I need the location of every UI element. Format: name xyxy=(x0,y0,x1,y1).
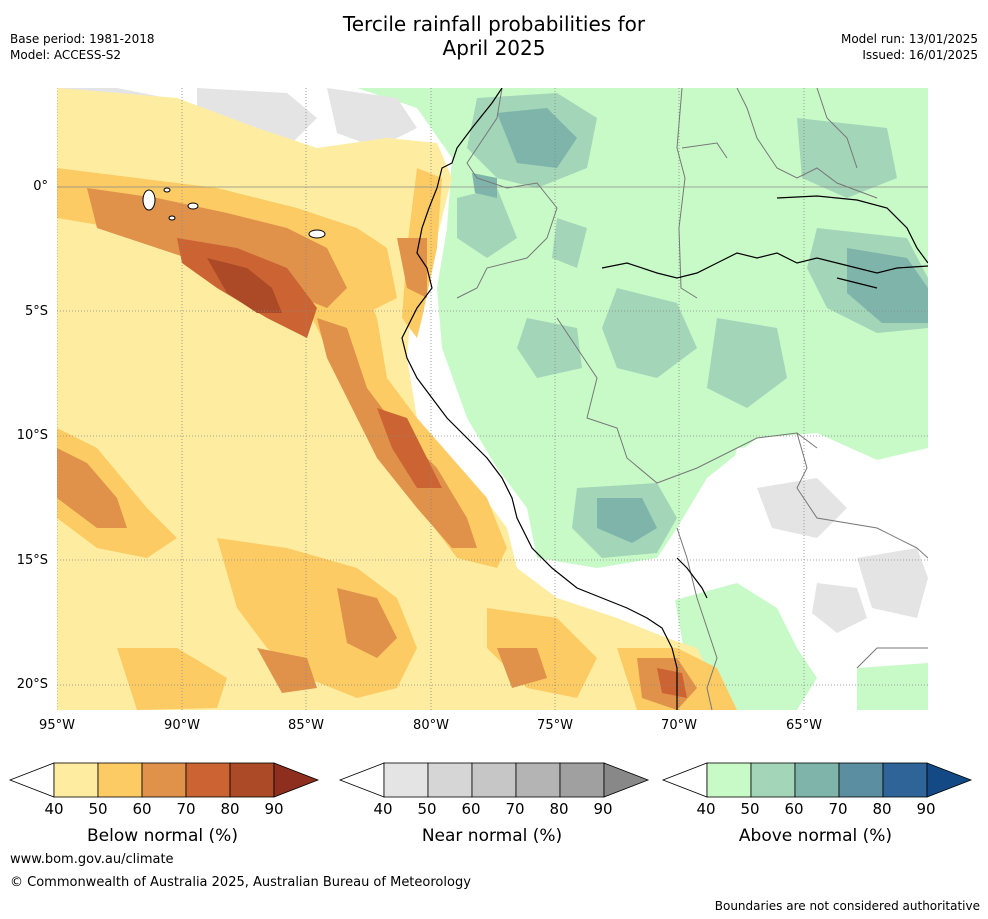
colorbar-above-segment-5 xyxy=(882,762,928,798)
colorbar-near-lower-extend xyxy=(338,762,385,798)
colorbar-near-segment-3 xyxy=(471,762,517,798)
colorbars xyxy=(8,762,973,798)
colorbar-below-segment-4 xyxy=(185,762,231,798)
cb-above-tick-80: 80 xyxy=(872,800,892,818)
cb-below-tick-40: 40 xyxy=(44,800,64,818)
base-period-text: Base period: 1981-2018 xyxy=(10,32,155,46)
colorbar-above-segment-2 xyxy=(750,762,796,798)
colorbar-below-normal xyxy=(8,762,320,798)
colorbar-below-segment-5 xyxy=(229,762,275,798)
rainfall-map xyxy=(57,88,928,710)
title-line-1: Tercile rainfall probabilities for xyxy=(342,12,646,36)
colorbar-below-segment-2 xyxy=(97,762,143,798)
colorbar-above-lower-extend xyxy=(661,762,708,798)
lat-label-10s: 10°S xyxy=(16,428,48,443)
model-text: Model: ACCESS-S2 xyxy=(10,48,122,62)
cb-above-tick-40: 40 xyxy=(696,800,716,818)
cb-near-tick-90: 90 xyxy=(593,800,613,818)
map-title: Tercile rainfall probabilities for April… xyxy=(0,12,988,60)
colorbar-near-segment-4 xyxy=(515,762,561,798)
lon-label-75w: 75°W xyxy=(537,718,573,733)
cb-near-tick-50: 50 xyxy=(417,800,437,818)
cb-below-tick-90: 90 xyxy=(264,800,284,818)
colorbar-near-segment-2 xyxy=(427,762,473,798)
title-line-2: April 2025 xyxy=(442,36,546,60)
colorbar-near-segment-5 xyxy=(559,762,605,798)
colorbar-above-segment-3 xyxy=(794,762,840,798)
coastline xyxy=(401,88,928,710)
lat-label-0: 0° xyxy=(33,179,48,194)
colorbar-above-segment-4 xyxy=(838,762,884,798)
colorbar-above-segment-1 xyxy=(706,762,752,798)
lat-label-20s: 20°S xyxy=(16,677,48,692)
lon-label-80w: 80°W xyxy=(413,718,449,733)
colorbar-above-normal xyxy=(661,762,973,798)
issued-text: Issued: 16/01/2025 xyxy=(862,48,978,62)
meta-right: Model run: 13/01/2025 Issued: 16/01/2025 xyxy=(841,31,978,63)
colorbar-title-below: Below normal (%) xyxy=(87,826,238,846)
lon-label-65w: 65°W xyxy=(786,718,822,733)
colorbar-title-above: Above normal (%) xyxy=(738,826,893,846)
colorbar-title-near: Near normal (%) xyxy=(421,826,563,846)
cb-above-tick-50: 50 xyxy=(740,800,760,818)
footer-url: www.bom.gov.au/climate xyxy=(10,852,174,867)
cb-above-tick-70: 70 xyxy=(828,800,848,818)
cb-near-tick-80: 80 xyxy=(549,800,569,818)
colorbar-below-upper-extend xyxy=(273,762,320,798)
colorbar-below-segment-3 xyxy=(141,762,187,798)
meta-left: Base period: 1981-2018 Model: ACCESS-S2 xyxy=(10,31,155,63)
colorbar-above-upper-extend xyxy=(926,762,973,798)
footer-copyright: © Commonwealth of Australia 2025, Austra… xyxy=(10,875,471,890)
galapagos-islands xyxy=(142,187,326,239)
cb-above-tick-90: 90 xyxy=(916,800,936,818)
model-run-text: Model run: 13/01/2025 xyxy=(840,32,978,46)
cb-below-tick-70: 70 xyxy=(176,800,196,818)
lon-label-85w: 85°W xyxy=(288,718,324,733)
cb-below-tick-50: 50 xyxy=(88,800,108,818)
cb-near-tick-60: 60 xyxy=(461,800,481,818)
cb-below-tick-60: 60 xyxy=(132,800,152,818)
lat-label-5s: 5°S xyxy=(24,304,48,319)
cb-near-tick-70: 70 xyxy=(505,800,525,818)
lat-label-15s: 15°S xyxy=(16,553,48,568)
colorbar-below-lower-extend xyxy=(8,762,55,798)
cb-below-tick-80: 80 xyxy=(220,800,240,818)
colorbar-below-segment-1 xyxy=(53,762,99,798)
colorbar-near-upper-extend xyxy=(603,762,650,798)
lon-label-70w: 70°W xyxy=(661,718,697,733)
colorbar-near-normal xyxy=(338,762,650,798)
below-normal-region xyxy=(57,88,737,710)
colorbar-near-segment-1 xyxy=(383,762,429,798)
cb-near-tick-40: 40 xyxy=(373,800,393,818)
country-borders xyxy=(456,88,928,710)
lon-label-95w: 95°W xyxy=(39,718,75,733)
lon-label-90w: 90°W xyxy=(164,718,200,733)
footer-note: Boundaries are not considered authoritat… xyxy=(714,899,980,913)
cb-above-tick-60: 60 xyxy=(784,800,804,818)
gridlines xyxy=(57,88,928,710)
